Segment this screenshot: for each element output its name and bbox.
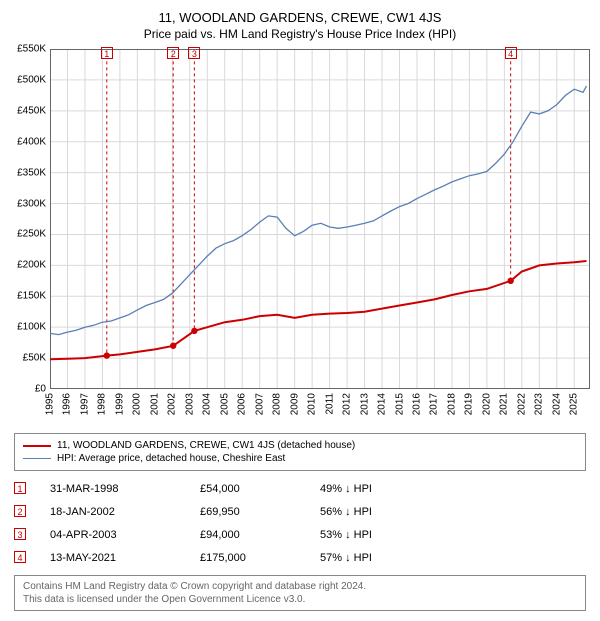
- legend-item-hpi: HPI: Average price, detached house, Ches…: [23, 453, 577, 464]
- y-axis-ticks: £0£50K£100K£150K£200K£250K£300K£350K£400…: [2, 49, 46, 389]
- sale-date: 13-MAY-2021: [50, 552, 200, 564]
- sales-table: 1 31-MAR-1998£54,00049% ↓ HPI 2 18-JAN-2002…: [14, 477, 586, 569]
- sale-date: 04-APR-2003: [50, 529, 200, 541]
- x-tick-label: 2003: [184, 393, 195, 415]
- sale-date: 31-MAR-1998: [50, 483, 200, 495]
- chart: £0£50K£100K£150K£200K£250K£300K£350K£400…: [50, 49, 590, 389]
- x-tick-label: 2010: [307, 393, 318, 415]
- sale-date: 18-JAN-2002: [50, 506, 200, 518]
- x-tick-label: 2006: [237, 393, 248, 415]
- x-tick-label: 2016: [411, 393, 422, 415]
- x-tick-label: 2001: [149, 393, 160, 415]
- sales-row: 4 13-MAY-2021£175,00057% ↓ HPI: [14, 546, 586, 569]
- x-tick-label: 2019: [464, 393, 475, 415]
- sales-row: 1 31-MAR-1998£54,00049% ↓ HPI: [14, 477, 586, 500]
- sale-hpi-delta: 56% ↓ HPI: [320, 506, 480, 518]
- sale-marker-icon: 3: [14, 528, 26, 540]
- y-tick-label: £550K: [2, 44, 46, 55]
- x-tick-label: 2024: [551, 393, 562, 415]
- sale-price: £69,950: [200, 506, 320, 518]
- x-tick-label: 1997: [79, 393, 90, 415]
- legend-label: HPI: Average price, detached house, Ches…: [57, 453, 285, 464]
- y-tick-label: £400K: [2, 136, 46, 147]
- sale-marker-box: 4: [505, 47, 517, 59]
- x-tick-label: 2018: [446, 393, 457, 415]
- y-tick-label: £450K: [2, 105, 46, 116]
- x-tick-label: 2004: [202, 393, 213, 415]
- sale-marker-box: 3: [188, 47, 200, 59]
- sale-hpi-delta: 49% ↓ HPI: [320, 483, 480, 495]
- sale-price: £175,000: [200, 552, 320, 564]
- legend-label: 11, WOODLAND GARDENS, CREWE, CW1 4JS (de…: [57, 440, 355, 451]
- y-tick-label: £500K: [2, 74, 46, 85]
- sales-row: 2 18-JAN-2002£69,95056% ↓ HPI: [14, 500, 586, 523]
- attribution-line: This data is licensed under the Open Gov…: [23, 593, 577, 606]
- page-title: 11, WOODLAND GARDENS, CREWE, CW1 4JS: [0, 10, 600, 25]
- x-tick-label: 1998: [97, 393, 108, 415]
- x-tick-label: 2020: [481, 393, 492, 415]
- x-tick-label: 2009: [289, 393, 300, 415]
- x-tick-label: 2017: [429, 393, 440, 415]
- x-tick-label: 1999: [114, 393, 125, 415]
- sale-marker-box: 1: [101, 47, 113, 59]
- sale-hpi-delta: 53% ↓ HPI: [320, 529, 480, 541]
- page-subtitle: Price paid vs. HM Land Registry's House …: [0, 27, 600, 41]
- chart-plot: [50, 49, 590, 389]
- x-tick-label: 2002: [167, 393, 178, 415]
- attribution: Contains HM Land Registry data © Crown c…: [14, 575, 586, 611]
- x-tick-label: 2015: [394, 393, 405, 415]
- sale-marker-icon: 2: [14, 505, 26, 517]
- x-tick-label: 2022: [516, 393, 527, 415]
- y-tick-label: £200K: [2, 260, 46, 271]
- x-tick-label: 1995: [45, 393, 56, 415]
- sale-price: £94,000: [200, 529, 320, 541]
- sale-hpi-delta: 57% ↓ HPI: [320, 552, 480, 564]
- attribution-line: Contains HM Land Registry data © Crown c…: [23, 580, 577, 593]
- y-tick-label: £250K: [2, 229, 46, 240]
- sale-price: £54,000: [200, 483, 320, 495]
- x-tick-label: 2007: [254, 393, 265, 415]
- legend-swatch: [23, 458, 51, 459]
- x-tick-label: 1996: [62, 393, 73, 415]
- sale-marker-box: 2: [167, 47, 179, 59]
- y-tick-label: £50K: [2, 353, 46, 364]
- x-axis-ticks: 1995199619971998199920002001200220032004…: [50, 389, 590, 425]
- y-tick-label: £150K: [2, 291, 46, 302]
- x-tick-label: 2012: [342, 393, 353, 415]
- sale-marker-icon: 4: [14, 551, 26, 563]
- x-tick-label: 2023: [534, 393, 545, 415]
- y-tick-label: £0: [2, 384, 46, 395]
- sales-row: 3 04-APR-2003£94,00053% ↓ HPI: [14, 523, 586, 546]
- legend: 11, WOODLAND GARDENS, CREWE, CW1 4JS (de…: [14, 433, 586, 471]
- x-tick-label: 2021: [499, 393, 510, 415]
- x-tick-label: 2014: [377, 393, 388, 415]
- x-tick-label: 2000: [132, 393, 143, 415]
- x-tick-label: 2025: [569, 393, 580, 415]
- x-tick-label: 2013: [359, 393, 370, 415]
- x-tick-label: 2005: [219, 393, 230, 415]
- y-tick-label: £350K: [2, 167, 46, 178]
- legend-item-property: 11, WOODLAND GARDENS, CREWE, CW1 4JS (de…: [23, 440, 577, 451]
- x-tick-label: 2008: [272, 393, 283, 415]
- y-tick-label: £100K: [2, 322, 46, 333]
- sale-marker-icon: 1: [14, 482, 26, 494]
- legend-swatch: [23, 445, 51, 447]
- y-tick-label: £300K: [2, 198, 46, 209]
- x-tick-label: 2011: [324, 393, 335, 415]
